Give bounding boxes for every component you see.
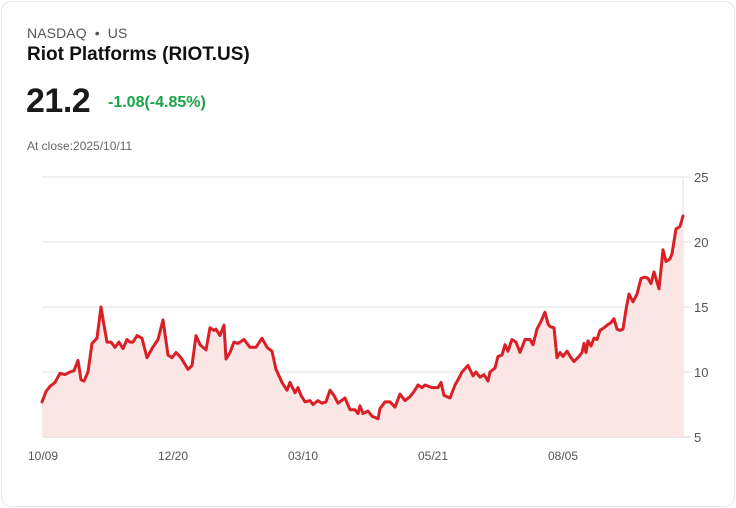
stock-price: 21.2	[26, 82, 91, 120]
y-tick-label: 10	[694, 365, 708, 380]
separator-dot: •	[94, 25, 100, 41]
y-tick-label: 5	[694, 430, 701, 445]
exchange-line: NASDAQ • US	[27, 25, 127, 41]
x-tick-label: 05/21	[418, 449, 448, 463]
price-change: -1.08(-4.85%)	[108, 94, 206, 111]
x-tick-label: 08/05	[548, 449, 578, 463]
x-axis-labels: 10/09 12/20 03/10 05/21 08/05	[28, 449, 578, 463]
x-tick-label: 10/09	[28, 449, 58, 463]
market-name: US	[107, 25, 128, 41]
price-area-fill	[42, 216, 683, 437]
x-tick-label: 12/20	[158, 449, 188, 463]
stock-title: Riot Platforms (RIOT.US)	[27, 44, 250, 65]
y-tick-label: 15	[694, 300, 708, 315]
y-tick-label: 20	[694, 235, 708, 250]
y-axis-labels: 25 20 15 10 5	[694, 170, 708, 445]
exchange-name: NASDAQ	[27, 25, 87, 41]
price-line	[40, 214, 685, 421]
y-tick-label: 25	[694, 170, 708, 185]
x-tick-label: 03/10	[288, 449, 318, 463]
at-close-date: At close:2025/10/11	[27, 139, 133, 153]
